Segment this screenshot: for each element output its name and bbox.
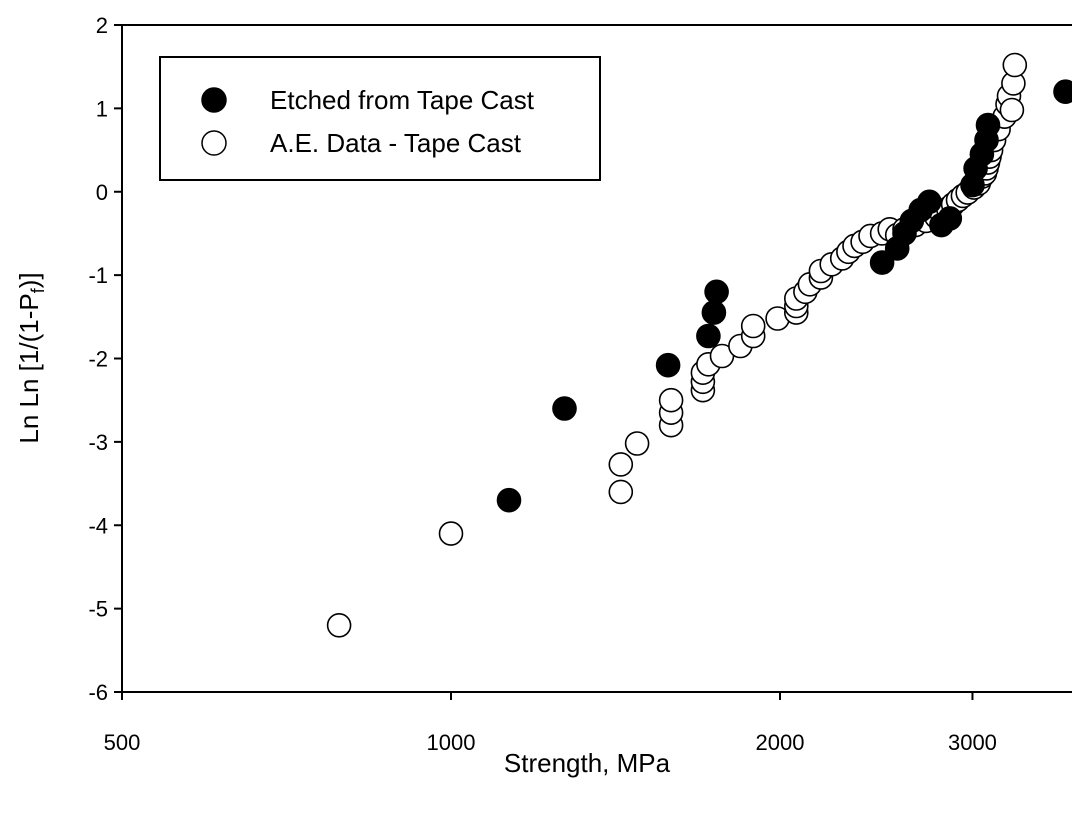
etched-data-point [975, 112, 1001, 138]
etched-data-point [937, 206, 963, 231]
y-tick-label: -4 [88, 513, 108, 538]
etched-data-point [496, 487, 522, 513]
y-axis-ticks: -6 -5 -4 -3 -2 -1 0 1 2 [88, 13, 122, 705]
data-markers [326, 52, 1072, 638]
etched-data-point [704, 279, 729, 305]
etched-data-point [1053, 79, 1072, 104]
x-tick-label: 500 [104, 730, 141, 755]
ae-data-point [608, 479, 634, 505]
y-tick-label: -5 [88, 597, 108, 622]
etched-data-point [701, 300, 727, 325]
ae-data-point [1002, 52, 1028, 78]
legend-box [159, 56, 601, 181]
legend-marker-etched [201, 87, 227, 113]
y-tick-label: -3 [88, 430, 108, 455]
ae-data-point [326, 612, 352, 638]
etched-data-point [869, 250, 895, 275]
y-axis-title-end: )] [14, 272, 44, 288]
y-tick-label: 0 [96, 180, 108, 205]
ae-data-point [608, 452, 634, 477]
etched-data-point [655, 352, 681, 378]
y-axis-title-main: Ln Ln [1/(1-P [14, 293, 44, 443]
ae-data-point [740, 313, 766, 339]
ae-data-point [624, 431, 650, 456]
legend-marker-ae [201, 130, 227, 156]
x-axis-title: Strength, MPa [504, 748, 671, 778]
x-axis-ticks: 500 1000 2000 3000 [104, 692, 997, 755]
x-tick-label: 3000 [948, 730, 997, 755]
y-tick-label: -1 [88, 263, 108, 288]
etched-data-point [552, 396, 577, 421]
ae-data-point [658, 387, 684, 413]
etched-data-point [917, 189, 942, 215]
etched-data-point [696, 323, 721, 349]
y-tick-label: 2 [96, 13, 108, 38]
x-tick-label: 1000 [427, 730, 476, 755]
legend-label-ae: A.E. Data - Tape Cast [270, 128, 522, 158]
y-tick-label: -6 [88, 680, 108, 705]
y-axis-title: Ln Ln [1/(1-Pf)] [14, 272, 48, 443]
ae-data-point [438, 521, 464, 546]
y-tick-label: 1 [96, 96, 108, 121]
x-tick-label: 2000 [756, 730, 805, 755]
ae-data-point [999, 97, 1025, 123]
legend: Etched from Tape Cast A.E. Data - Tape C… [159, 56, 601, 181]
legend-label-etched: Etched from Tape Cast [270, 85, 535, 115]
y-axis-title-subscript: f [28, 287, 48, 293]
y-tick-label: -2 [88, 347, 108, 372]
